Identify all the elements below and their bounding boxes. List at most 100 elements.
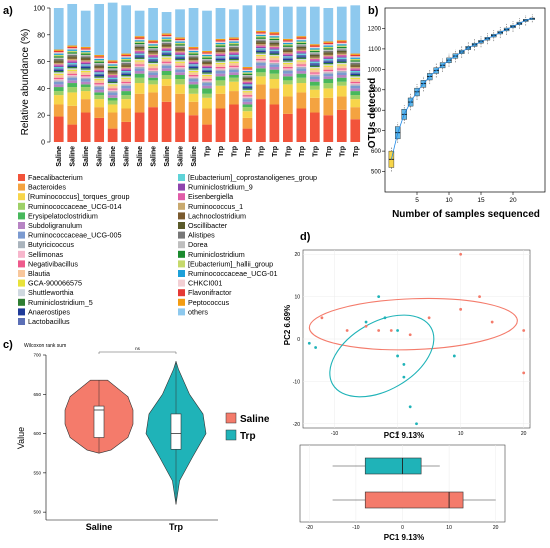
a-bar-segment xyxy=(148,70,158,73)
a-bar-segment xyxy=(309,48,320,50)
a-bar-segment xyxy=(256,61,266,63)
a-bar-segment xyxy=(175,46,185,49)
a-bar-segment xyxy=(202,52,212,54)
a-bar-segment xyxy=(215,57,226,59)
a-bar-segment xyxy=(323,8,334,42)
a-bar-segment xyxy=(94,95,105,100)
a-ytick-label: 40 xyxy=(37,86,45,93)
a-bar-segment xyxy=(336,40,347,42)
a-bar-segment xyxy=(121,108,131,122)
a-bar-segment xyxy=(188,61,199,63)
a-bar-segment xyxy=(256,53,266,55)
a-bar-segment xyxy=(323,70,334,73)
a-bar-segment xyxy=(309,58,320,61)
a-bar-segment xyxy=(202,93,212,98)
a-legend-entry: Flavonifractor xyxy=(188,288,232,297)
d-point xyxy=(408,405,412,409)
a-bar-segment xyxy=(188,62,199,65)
d-point xyxy=(459,307,463,311)
a-bar-segment xyxy=(309,45,320,47)
a-bar-segment xyxy=(242,97,253,100)
a-bar-segment xyxy=(323,65,334,67)
a-bar-segment xyxy=(67,66,78,69)
a-bar-segment xyxy=(148,77,158,81)
a-bar-segment xyxy=(350,85,361,89)
a-bar-segment xyxy=(202,85,212,89)
a-bar-segment xyxy=(202,79,212,81)
a-bar-segment xyxy=(94,83,105,85)
a-bar-segment xyxy=(229,72,239,75)
a-bar-segment xyxy=(94,79,105,81)
a-legend-swatch xyxy=(178,241,185,249)
a-bar-segment xyxy=(215,54,226,57)
a-bar-segment xyxy=(67,46,78,49)
a-ylabel: Relative abundance (%) xyxy=(20,29,31,136)
a-bar-segment xyxy=(229,58,239,61)
a-bar-segment xyxy=(323,76,334,80)
a-bar-segment xyxy=(215,56,226,58)
a-bar-segment xyxy=(80,79,91,82)
a-bar-segment xyxy=(175,79,185,85)
a-bar-segment xyxy=(121,54,131,57)
a-legend-swatch xyxy=(178,298,185,306)
a-bar-segment xyxy=(283,56,293,58)
a-bar-segment xyxy=(350,53,361,55)
a-bar-segment xyxy=(350,58,361,61)
a-bar-segment xyxy=(229,60,239,62)
d-box-xtick-label: 10 xyxy=(446,525,452,531)
a-bar-segment xyxy=(229,57,239,59)
a-bar-segment xyxy=(67,64,78,66)
a-bar-segment xyxy=(53,70,64,73)
a-bar-segment xyxy=(161,36,172,38)
d-ytick-label: 0 xyxy=(297,337,300,343)
d-point xyxy=(383,316,387,320)
a-bar-segment xyxy=(269,62,280,65)
a-bar-segment xyxy=(256,34,266,37)
a-bar-segment xyxy=(202,75,212,77)
a-bar-segment xyxy=(283,40,293,42)
a-bar-segment xyxy=(350,72,361,74)
a-bar-segment xyxy=(256,84,266,100)
a-bar-segment xyxy=(229,50,239,53)
a-bar-segment xyxy=(269,52,280,54)
a-bar-segment xyxy=(215,42,226,45)
a-bar-segment xyxy=(202,60,212,62)
a-bar-segment xyxy=(121,62,131,65)
a-bar-segment xyxy=(148,40,158,42)
a-legend-entry: Lachnoclostridium xyxy=(188,211,246,220)
a-bar-segment xyxy=(350,83,361,85)
a-bar-segment xyxy=(283,45,293,47)
a-bar-segment xyxy=(134,64,145,66)
a-bar-segment xyxy=(323,97,334,116)
a-bar-segment xyxy=(350,91,361,96)
a-category-label: Saline xyxy=(191,146,198,167)
a-legend-swatch xyxy=(178,308,185,316)
a-bar-segment xyxy=(229,81,239,92)
a-bar-segment xyxy=(323,69,334,71)
a-bar-segment xyxy=(269,32,280,34)
a-bar-segment xyxy=(67,48,78,50)
a-bar-segment xyxy=(283,62,293,65)
a-bar-segment xyxy=(309,44,320,46)
c-legend-swatch xyxy=(225,412,237,424)
b-xtick-label: 5 xyxy=(415,197,419,204)
a-bar-segment xyxy=(148,72,158,75)
c-ylabel: Value xyxy=(16,427,26,449)
b-xtick-label: 15 xyxy=(477,197,485,204)
a-bar-segment xyxy=(53,66,64,69)
a-bar-segment xyxy=(336,6,347,41)
a-bar-segment xyxy=(256,50,266,53)
a-bar-segment xyxy=(269,61,280,63)
a-bar-segment xyxy=(94,60,105,62)
d-point xyxy=(364,320,368,324)
a-bar-segment xyxy=(350,69,361,71)
a-bar-segment xyxy=(161,42,172,45)
a-bar-segment xyxy=(309,73,320,75)
a-bar-segment xyxy=(242,68,253,70)
a-bar-segment xyxy=(242,87,253,89)
a-bar-segment xyxy=(134,42,145,45)
a-bar-segment xyxy=(229,41,239,43)
c-title: Wilcoxon rank sum xyxy=(24,343,66,349)
a-bar-segment xyxy=(350,99,361,108)
a-bar-segment xyxy=(188,81,199,85)
